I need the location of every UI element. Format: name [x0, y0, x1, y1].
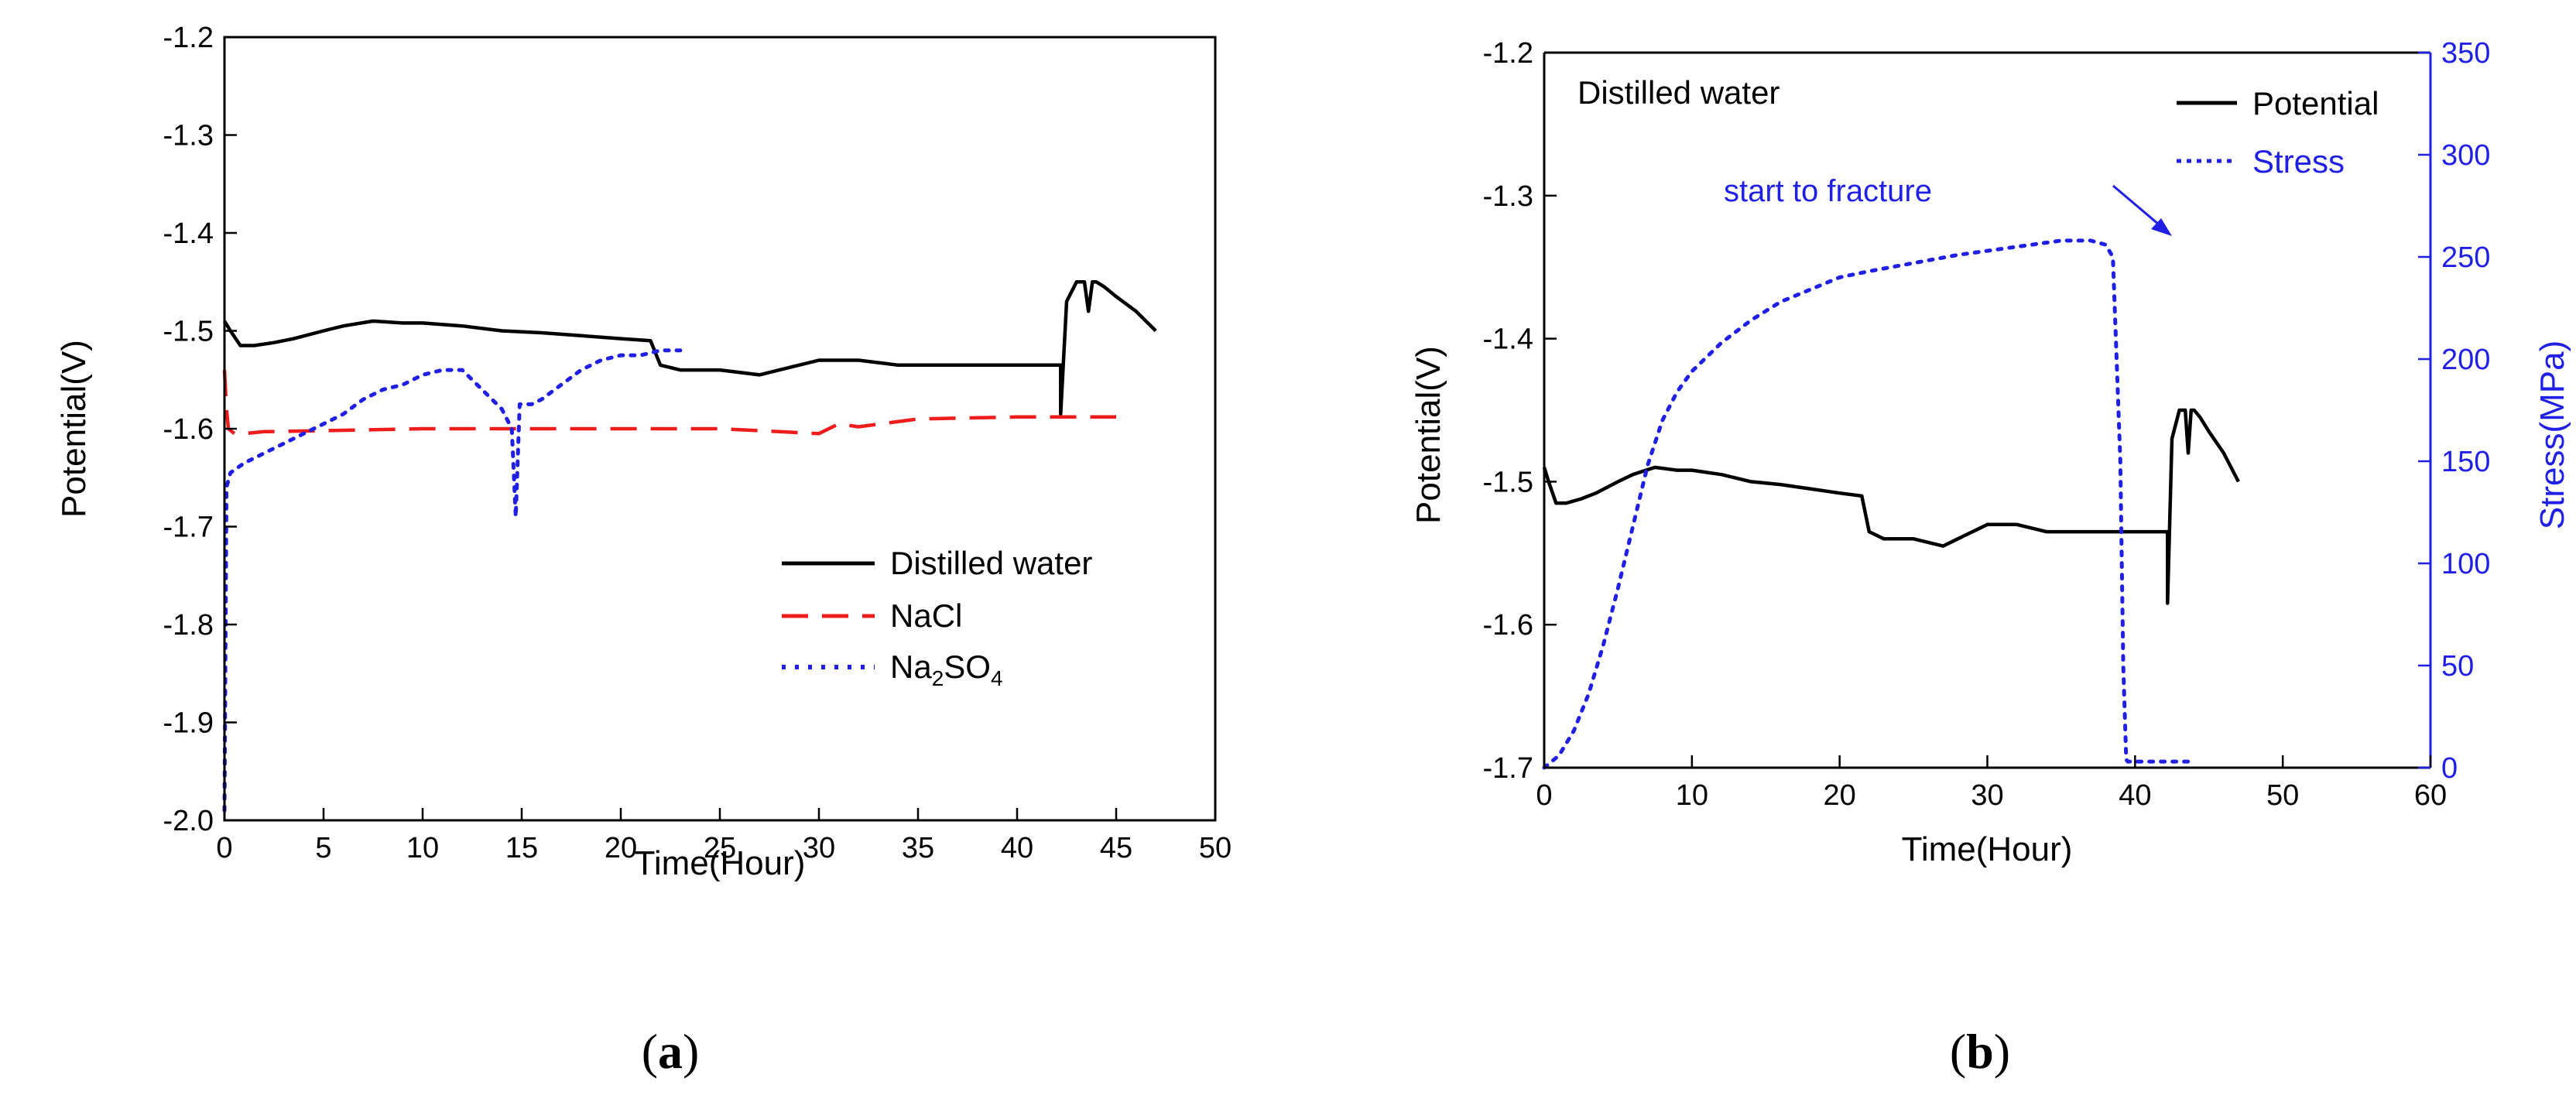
chart-a-svg: 0 5 10 15 20 25 30 35 40 45 50 -2.0 -1.9 -1.8 -1.7 -1.… [55, 22, 1231, 1079]
chart-a-series-nacl [222, 369, 1116, 436]
chart-a-x-tick-label-7: 35 [902, 832, 934, 864]
chart-b-x-tick-label-6: 60 [2414, 779, 2447, 812]
chart-b-y-tick-label-5: -1.2 [1483, 37, 1533, 70]
chart-a-series-group [222, 280, 1157, 813]
chart-b-x-tick-label-3: 30 [1971, 779, 2003, 812]
chart-a-y-tick-label-2: -1.8 [163, 609, 214, 642]
chart-a-x-tick-label-6: 30 [803, 832, 835, 864]
chart-b-x-ticks: 0 10 20 30 40 50 60 [1536, 755, 2447, 812]
chart-a-x-tick-label-5: 25 [704, 832, 736, 864]
chart-a-legend-label-distilled-water: Distilled water [890, 545, 1092, 581]
chart-b-panel-label-open: ( [1950, 1024, 1966, 1079]
chart-a-y-tick-label-5: -1.5 [163, 316, 214, 348]
chart-a-legend-so: SO [944, 649, 991, 685]
chart-a-y-tick-label-4: -1.6 [163, 413, 214, 446]
chart-panel-a: 0 5 10 15 20 25 30 35 40 45 50 -2.0 -1.9 -1.8 -1.7 -1.… [55, 22, 1231, 1079]
chart-b-title-annotation: Distilled water [1577, 74, 1780, 111]
chart-a-x-tick-label-9: 45 [1100, 832, 1132, 864]
chart-a-panel-label: (a) [642, 1024, 700, 1079]
chart-b-svg: 0 10 20 30 40 50 60 -1.7 -1.6 -1.5 -1.4 -1.3 -1.2 0… [1410, 37, 2571, 1079]
chart-a-series-na2so4 [222, 348, 683, 813]
chart-a-y-tick-label-3: -1.7 [163, 512, 214, 544]
chart-b-y-tick-label-3: -1.4 [1483, 323, 1533, 356]
chart-b-x-tick-label-2: 20 [1824, 779, 1856, 812]
chart-a-y-axis-title: Potential(V) [55, 340, 93, 518]
chart-a-legend-sub-4: 4 [991, 666, 1003, 690]
chart-a-panel-label-open: ( [642, 1024, 658, 1079]
chart-a-y-ticks: -2.0 -1.9 -1.8 -1.7 -1.6 -1.5 -1.4 -1.3 -1.2 [163, 22, 237, 837]
chart-a-x-tick-label-8: 40 [1001, 832, 1033, 864]
chart-b-x-tick-label-1: 10 [1676, 779, 1708, 812]
chart-b-panel-label-letter: b [1966, 1024, 1994, 1079]
chart-b-x-tick-label-5: 50 [2266, 779, 2299, 812]
chart-b-y2-tick-label-6: 300 [2441, 139, 2490, 172]
chart-b-y-axis-title: Potential(V) [1410, 346, 1447, 524]
chart-b-y2-tick-label-3: 150 [2441, 446, 2490, 478]
chart-b-y2-tick-label-7: 350 [2441, 37, 2490, 70]
chart-b-annotation-arrow-line [2112, 184, 2165, 231]
chart-a-y-tick-label-7: -1.3 [163, 120, 214, 152]
chart-panel-b: 0 10 20 30 40 50 60 -1.7 -1.6 -1.5 -1.4 -1.3 -1.2 0… [1288, 0, 2576, 1102]
chart-a-x-tick-label-10: 50 [1199, 832, 1231, 864]
chart-b-x-tick-label-4: 40 [2119, 779, 2151, 812]
chart-a-x-tick-label-3: 15 [505, 832, 538, 864]
chart-b-y-ticks: -1.7 -1.6 -1.5 -1.4 -1.3 -1.2 [1483, 37, 1557, 785]
chart-b-y2-tick-label-2: 100 [2441, 548, 2490, 580]
chart-b-panel-label: (b) [1950, 1024, 2010, 1079]
chart-a-x-tick-label-1: 5 [315, 832, 331, 864]
chart-a-panel-label-close: ) [683, 1024, 699, 1079]
chart-a-legend-label-na2so4: Na2SO4 [890, 649, 1003, 690]
chart-b-y2-tick-label-4: 200 [2441, 344, 2490, 376]
chart-b-series-potential [1542, 408, 2240, 605]
chart-a-y-tick-label-0: -2.0 [163, 805, 214, 837]
chart-a-x-tick-label-4: 20 [605, 832, 637, 864]
chart-b-y2-tick-label-5: 250 [2441, 241, 2490, 274]
chart-a-y-tick-label-8: -1.2 [163, 22, 214, 54]
chart-a-x-tick-label-0: 0 [216, 832, 232, 864]
chart-b-series-group [1542, 238, 2240, 770]
chart-b-y2-tick-label-1: 50 [2441, 650, 2474, 683]
chart-a-legend-sub-2: 2 [932, 666, 944, 690]
chart-a-legend-na: Na [890, 649, 932, 685]
chart-a-y-tick-label-6: -1.4 [163, 217, 214, 250]
chart-b-y-tick-label-4: -1.3 [1483, 180, 1533, 213]
chart-a-y-tick-label-1: -1.9 [163, 707, 214, 740]
chart-a-legend-label-nacl: NaCl [890, 597, 962, 634]
chart-a-panel-label-letter: a [658, 1024, 683, 1079]
chart-a-x-tick-label-2: 10 [406, 832, 439, 864]
chart-a-x-ticks: 0 5 10 15 20 25 30 35 40 45 50 [216, 808, 1231, 864]
chart-b-x-axis-title: Time(Hour) [1902, 830, 2073, 868]
chart-b-y-tick-label-0: -1.7 [1483, 752, 1533, 785]
chart-a-series-distilled-water [223, 280, 1157, 416]
chart-a-legend: Distilled water NaCl Na2SO4 [782, 545, 1092, 690]
chart-b-legend-label-stress: Stress [2252, 143, 2345, 180]
chart-b-y-tick-label-2: -1.5 [1483, 466, 1533, 498]
chart-b-plot-area [1544, 53, 2430, 768]
chart-b-annotation-start-to-fracture: start to fracture [1724, 174, 1932, 208]
chart-b-legend-label-potential: Potential [2252, 85, 2379, 121]
chart-b-annotation-arrow-head [2151, 218, 2172, 236]
chart-a-x-axis-title: Time(Hour) [635, 844, 806, 882]
chart-b-y2-axis-title: Stress(MPa) [2533, 341, 2571, 529]
chart-b-panel-label-close: ) [1994, 1024, 2010, 1079]
chart-b-x-tick-label-0: 0 [1536, 779, 1552, 812]
chart-b-y-tick-label-1: -1.6 [1483, 609, 1533, 642]
chart-b-y2-ticks: 0 50 100 150 200 250 300 350 [2418, 37, 2490, 785]
chart-b-legend: Potential Stress [2177, 85, 2379, 180]
chart-b-series-stress [1542, 238, 2197, 770]
chart-b-y2-tick-label-0: 0 [2441, 752, 2458, 785]
